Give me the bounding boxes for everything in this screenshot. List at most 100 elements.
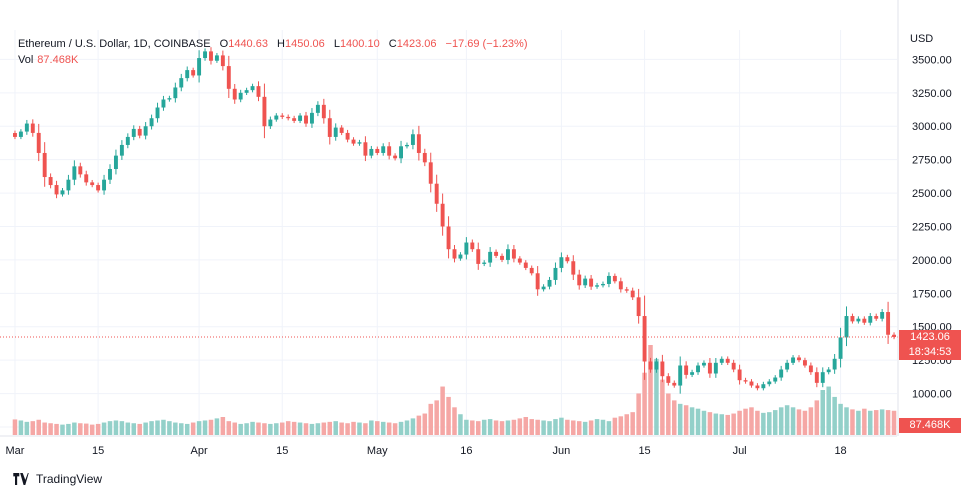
candle	[440, 193, 445, 236]
candle-body	[24, 123, 29, 132]
candle-body	[60, 190, 65, 195]
candle	[458, 252, 463, 261]
candle-body	[779, 369, 784, 378]
volume-bar	[636, 393, 641, 435]
volume-bar	[345, 423, 350, 435]
candle	[725, 356, 730, 365]
volume-bar	[743, 408, 748, 435]
candle	[434, 174, 439, 212]
candle	[606, 272, 611, 288]
candle	[797, 355, 801, 363]
tradingview-logo-icon	[13, 473, 29, 485]
candle	[167, 95, 172, 102]
candle	[612, 273, 617, 284]
candle-body	[500, 255, 504, 260]
close-label: C	[388, 38, 397, 50]
candle-body	[440, 203, 445, 227]
candle	[131, 125, 136, 141]
time-axis[interactable]: Mar 15 Apr 15 May 16 Jun 15 Jul 18	[0, 435, 897, 457]
candle	[844, 306, 849, 347]
volume-bar	[54, 423, 59, 435]
candle	[274, 113, 279, 122]
candle	[517, 256, 522, 265]
candle	[428, 152, 433, 193]
candle-body	[18, 131, 23, 137]
candle-body	[535, 273, 540, 290]
candle	[476, 242, 481, 270]
volume-bar	[873, 410, 879, 435]
price-axis[interactable]: 3500.00 3250.00 3000.00 2750.00 2500.00 2250.…	[897, 0, 952, 436]
candle-body	[547, 279, 552, 287]
candle-body	[422, 152, 427, 163]
volume-bar	[535, 419, 540, 435]
candle-body	[666, 376, 671, 383]
candle	[601, 281, 605, 288]
volume-bar	[796, 409, 802, 435]
candle	[850, 313, 855, 324]
y-tick-label: 2500.00	[912, 188, 952, 200]
volume-bar	[624, 414, 629, 435]
volume-bar	[505, 420, 511, 435]
candle-body	[363, 142, 368, 156]
candle-body	[42, 152, 47, 178]
currency-label[interactable]: USD	[910, 33, 934, 45]
candle	[749, 379, 754, 388]
volume-bar	[167, 421, 172, 435]
volume-bar	[493, 420, 499, 435]
candle	[232, 84, 237, 104]
candle	[814, 367, 819, 388]
candle	[60, 187, 65, 197]
candle-body	[149, 118, 154, 127]
candle	[375, 146, 380, 156]
candle-body	[648, 361, 653, 370]
volume-bar	[375, 421, 380, 435]
open-label: O	[219, 38, 229, 50]
candle	[595, 282, 600, 289]
candle	[761, 381, 766, 391]
candle-body	[868, 316, 873, 323]
candle	[173, 82, 178, 103]
volume-bar	[303, 423, 309, 435]
volume-bar	[541, 420, 546, 435]
low-value: 1400.10	[339, 38, 380, 50]
volume-bar	[226, 421, 232, 435]
candle-body	[749, 381, 754, 386]
candle-body	[731, 362, 736, 370]
candle-body	[351, 139, 356, 144]
volume-bar	[363, 423, 368, 435]
candle-body	[48, 177, 53, 186]
volume-bar	[214, 418, 220, 435]
candle-body	[410, 134, 415, 145]
volume-bar	[262, 423, 267, 435]
candle-body	[808, 365, 813, 373]
candle	[707, 358, 712, 378]
candle	[42, 142, 47, 187]
y-tick-label: 2250.00	[912, 221, 952, 233]
candle-body	[797, 357, 801, 361]
volume-bar	[60, 424, 65, 435]
candle	[102, 174, 107, 195]
volume-bar	[666, 393, 671, 435]
candle-body	[755, 385, 760, 389]
candle	[387, 142, 392, 160]
volume-badge: 87.468K	[899, 418, 961, 433]
volume-bar	[422, 413, 428, 435]
candle	[696, 362, 700, 375]
candle-body	[416, 134, 421, 153]
candle-body	[256, 86, 261, 97]
candle-body	[595, 285, 600, 287]
candle-body	[102, 179, 107, 191]
volume-bar	[196, 421, 202, 435]
candle	[143, 122, 148, 140]
x-tick-label: Jul	[733, 445, 747, 457]
volume-bar	[285, 421, 291, 435]
candle	[36, 123, 41, 162]
candle-body	[506, 249, 510, 260]
tradingview-brand[interactable]: TradingView	[12, 472, 102, 486]
volume-bar	[66, 423, 71, 435]
volume-bar	[89, 424, 95, 435]
volume-bar	[95, 423, 101, 435]
candle	[333, 123, 338, 141]
volume-bar	[761, 412, 766, 435]
